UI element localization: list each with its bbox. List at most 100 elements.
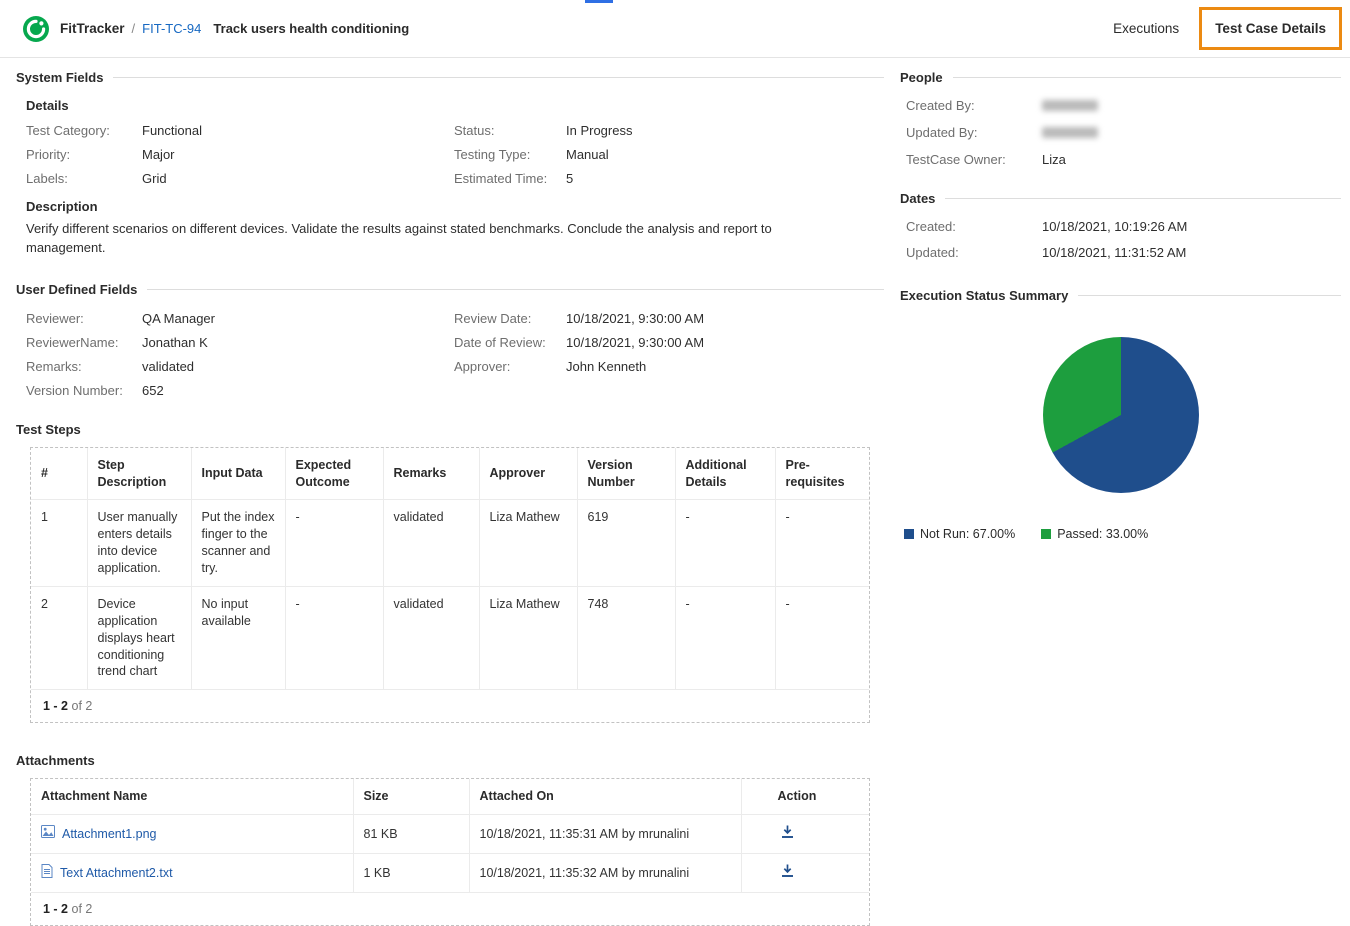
right-column: People Created By: Updated By: TestCase …	[884, 70, 1350, 926]
field-label: Status:	[454, 123, 495, 138]
column-header: Additional Details	[675, 447, 776, 501]
description-text: Verify different scenarios on different …	[26, 221, 772, 255]
field-value: Manual	[566, 147, 609, 162]
table-row: 1 User manually enters details into devi…	[31, 499, 869, 587]
cell-expected-outcome: -	[285, 499, 384, 587]
cell-step-description: Device application displays heart condit…	[87, 586, 192, 691]
field-value: 5	[566, 171, 574, 186]
test-steps-section-title: Test Steps	[16, 421, 81, 437]
column-header: Action	[741, 779, 869, 816]
attachment-date: 10/18/2021, 11:35:32 AM by mrunalini	[469, 853, 742, 893]
section-title-text: User Defined Fields	[16, 281, 138, 297]
field-value: Major	[142, 147, 175, 162]
download-button[interactable]	[780, 824, 795, 839]
attachment-date: 10/18/2021, 11:35:31 AM by mrunalini	[469, 814, 742, 855]
column-header: Step Description	[87, 447, 192, 501]
top-edge-indicator	[585, 0, 613, 3]
attachments-table: Attachment Name Size Attached On Action	[30, 778, 870, 926]
attachment-size: 81 KB	[353, 814, 470, 855]
field-value: 10/18/2021, 11:31:52 AM	[1042, 245, 1187, 260]
redacted-updated-by-value	[1042, 127, 1098, 138]
cell-remarks: validated	[383, 586, 480, 691]
details-fields: Test Category: Functional Priority: Majo…	[16, 123, 884, 186]
breadcrumb-test-case-id[interactable]: FIT-TC-94	[142, 21, 202, 36]
cell-step-number: 1	[31, 499, 88, 587]
breadcrumb-separator: /	[131, 21, 136, 36]
section-title-text: People	[900, 70, 943, 85]
field-label: Updated:	[906, 245, 959, 260]
field-value: validated	[142, 358, 195, 374]
tab-test-case-details[interactable]: Test Case Details	[1199, 7, 1342, 50]
pagination-range: 1 - 2	[43, 699, 69, 714]
breadcrumb: FitTracker / FIT-TC-94 Track users healt…	[22, 15, 409, 43]
cell-version-number: 748	[577, 586, 676, 691]
column-header: Input Data	[191, 447, 286, 501]
table-row: Text Attachment2.txt 1 KB 10/18/2021, 11…	[31, 853, 869, 893]
field-value: John Kenneth	[566, 358, 647, 374]
field-label: TestCase Owner:	[906, 152, 1006, 167]
test-case-title: Track users health conditioning	[213, 21, 410, 36]
field-value: 652	[142, 382, 164, 398]
attachment-link[interactable]: Text Attachment2.txt	[41, 863, 343, 883]
field-label: Created By:	[906, 98, 975, 113]
execution-status-summary-section-title: Execution Status Summary	[900, 288, 1341, 303]
cell-input-data: No input available	[191, 586, 286, 691]
dates-section-title: Dates	[900, 191, 1341, 206]
legend-swatch-not-run	[904, 529, 914, 539]
project-name[interactable]: FitTracker	[60, 21, 125, 36]
section-title-text: Dates	[900, 191, 936, 206]
field-label: Labels:	[26, 171, 68, 186]
cell-input-data: Put the index finger to the scanner and …	[191, 499, 286, 587]
cell-prerequisites: -	[775, 586, 869, 691]
redacted-created-by-value	[1042, 100, 1098, 111]
section-title-text: Execution Status Summary	[900, 288, 1069, 303]
legend-item-not-run: Not Run: 67.00%	[904, 527, 1015, 541]
field-label: Updated By:	[906, 125, 978, 140]
udf-fields-right: Review Date: 10/18/2021, 9:30:00 AM Date…	[454, 311, 704, 398]
legend-item-passed: Passed: 33.00%	[1041, 527, 1148, 541]
cell-step-number: 2	[31, 586, 88, 691]
attachments-section-title: Attachments	[16, 753, 95, 769]
pagination-range: 1 - 2	[43, 901, 69, 916]
field-value: Functional	[142, 123, 202, 138]
field-label: Created:	[906, 219, 956, 234]
text-file-icon	[41, 863, 53, 883]
fittracker-logo-icon	[22, 15, 50, 43]
people-section-title: People	[900, 70, 1341, 85]
section-title-text: System Fields	[16, 70, 104, 85]
tab-executions[interactable]: Executions	[1113, 21, 1180, 36]
main-content: System Fields Details Test Category: Fun…	[0, 58, 1350, 926]
field-label: ReviewerName:	[26, 334, 119, 350]
attachment-name: Text Attachment2.txt	[60, 865, 173, 880]
legend-label: Not Run: 67.00%	[920, 527, 1016, 541]
user-defined-fields-section-title: User Defined Fields	[16, 282, 884, 297]
cell-expected-outcome: -	[285, 586, 384, 691]
execution-pie-legend: Not Run: 67.00% Passed: 33.00%	[904, 527, 1341, 541]
header-bar: FitTracker / FIT-TC-94 Track users healt…	[0, 0, 1350, 58]
column-header: Pre-requisites	[775, 447, 869, 501]
attachment-link[interactable]: Attachment1.png	[41, 825, 343, 843]
cell-prerequisites: -	[775, 499, 869, 587]
column-header: #	[31, 447, 88, 501]
field-label: Testing Type:	[454, 147, 531, 162]
field-label: Estimated Time:	[454, 171, 548, 186]
pagination-total: of 2	[71, 699, 93, 714]
header-tabs: Executions Test Case Details	[1113, 7, 1342, 50]
cell-step-description: User manually enters details into device…	[87, 499, 192, 587]
image-file-icon	[41, 825, 55, 843]
cell-additional-details: -	[675, 499, 776, 587]
details-fields-left: Test Category: Functional Priority: Majo…	[26, 123, 454, 186]
download-button[interactable]	[780, 863, 795, 878]
field-value: 10/18/2021, 9:30:00 AM	[566, 310, 705, 326]
column-header: Attachment Name	[31, 779, 354, 816]
field-label: Test Category:	[26, 123, 110, 138]
pagination-total: of 2	[71, 901, 93, 916]
field-label: Version Number:	[26, 382, 123, 398]
field-label: Date of Review:	[454, 334, 546, 350]
attachment-name: Attachment1.png	[62, 826, 157, 841]
user-defined-fields: Reviewer: QA Manager ReviewerName: Jonat…	[16, 311, 884, 398]
field-label: Reviewer:	[26, 310, 84, 326]
legend-swatch-passed	[1041, 529, 1052, 539]
test-steps-header-row: # Step Description Input Data Expected O…	[31, 447, 869, 501]
table-row: Attachment1.png 81 KB 10/18/2021, 11:35:…	[31, 814, 869, 855]
